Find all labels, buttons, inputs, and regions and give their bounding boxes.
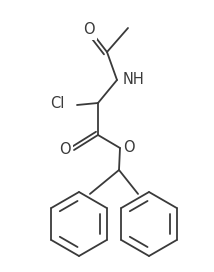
Text: O: O [83, 23, 95, 38]
Text: NH: NH [123, 73, 145, 88]
Text: O: O [123, 141, 135, 156]
Text: O: O [59, 141, 71, 156]
Text: Cl: Cl [51, 97, 65, 112]
